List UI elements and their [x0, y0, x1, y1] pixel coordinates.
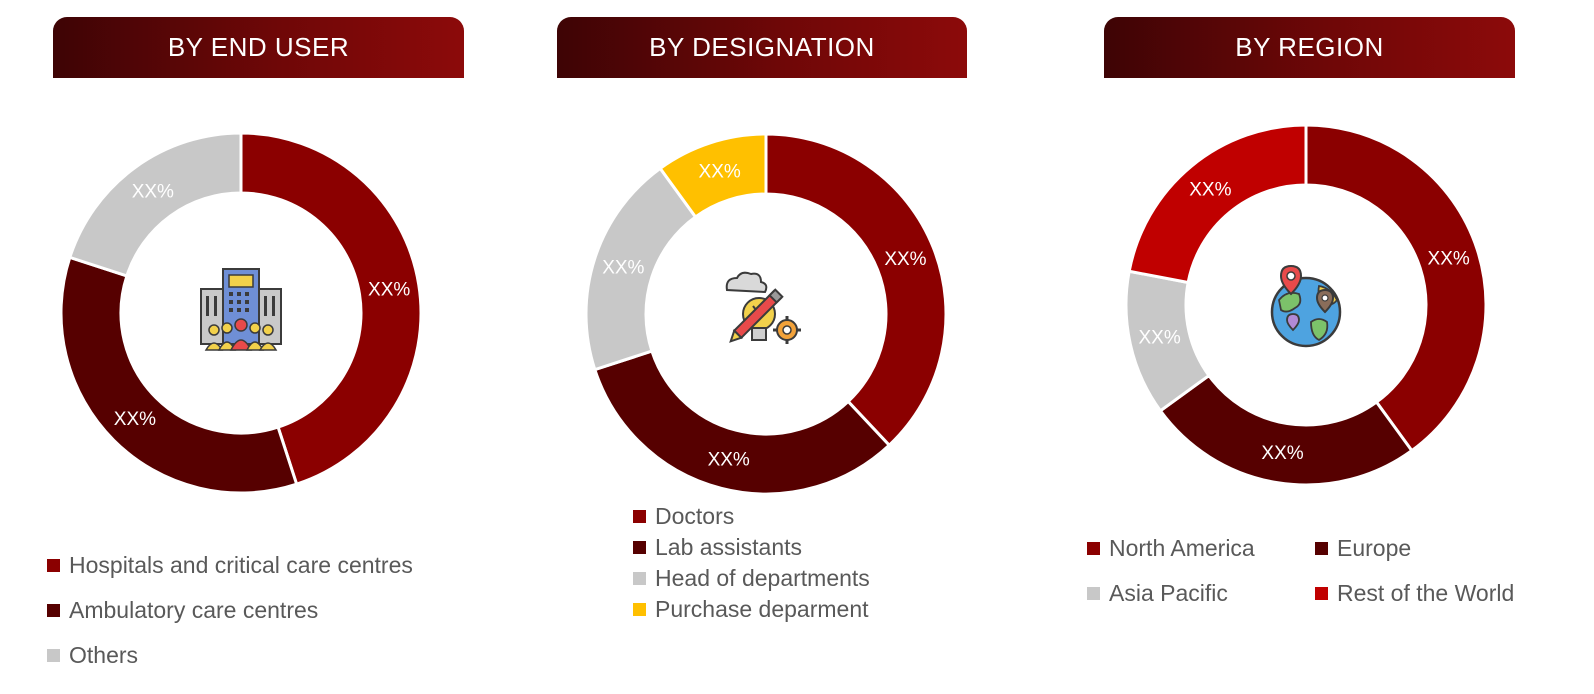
legend-label: Asia Pacific — [1109, 580, 1228, 606]
slice-value-label: XX% — [114, 409, 156, 430]
region-header: BY REGION — [1104, 17, 1515, 78]
donut-slice — [1158, 373, 1414, 487]
donut-slice — [592, 349, 892, 496]
legend-label: Purchase deparment — [655, 596, 869, 622]
region-panel: BY REGION XX% XX% XX% XX% North America Eur… — [1060, 0, 1594, 694]
donut-slice — [658, 132, 768, 220]
end-user-donut-chart: XX% XX% XX% — [59, 131, 423, 495]
legend-item: Others — [47, 642, 138, 669]
legend-swatch — [633, 572, 646, 585]
slice-value-label: XX% — [1138, 328, 1180, 349]
slice-value-label: XX% — [1189, 179, 1231, 200]
legend-swatch — [47, 649, 60, 662]
legend-label: Doctors — [655, 503, 735, 529]
end-user-header: BY END USER — [53, 17, 464, 78]
legend-label: Head of departments — [655, 565, 870, 591]
donut-slice — [239, 131, 423, 487]
legend-swatch — [1315, 587, 1328, 600]
legend-label: North America — [1109, 535, 1255, 561]
legend-swatch — [1087, 542, 1100, 555]
slice-value-label: XX% — [1428, 249, 1470, 270]
slice-value-label: XX% — [699, 161, 741, 182]
legend-item: Europe — [1315, 535, 1411, 562]
legend-swatch — [633, 603, 646, 616]
legend-swatch — [633, 541, 646, 554]
legend-item: Ambulatory care centres — [47, 597, 318, 624]
legend-item: North America — [1087, 535, 1255, 562]
legend-item: Doctors — [633, 503, 734, 530]
donut-slice — [59, 255, 299, 495]
hospital-building-people-icon — [200, 268, 282, 351]
legend-swatch — [633, 510, 646, 523]
slice-value-label: XX% — [1261, 443, 1303, 464]
slice-value-label: XX% — [884, 249, 926, 270]
legend-swatch — [47, 604, 60, 617]
donut-slice — [1127, 123, 1308, 285]
donut-slice — [764, 132, 948, 448]
legend-swatch — [47, 559, 60, 572]
idea-pencil-gear-icon — [725, 271, 801, 344]
designation-title: BY DESIGNATION — [649, 32, 875, 62]
slice-value-label: XX% — [368, 280, 410, 301]
slice-value-label: XX% — [708, 449, 750, 470]
legend-label: Europe — [1337, 535, 1412, 561]
legend-item: Rest of the World — [1315, 580, 1514, 607]
legend-item: Lab assistants — [633, 534, 802, 561]
designation-donut-chart: XX% XX% XX% XX% — [584, 132, 948, 496]
end-user-panel: BY END USER XX% XX% XX% Hospitals and crit… — [0, 0, 520, 694]
legend-item: Hospitals and critical care centres — [47, 552, 413, 579]
legend-swatch — [1087, 587, 1100, 600]
legend-label: Lab assistants — [655, 534, 803, 560]
slice-value-label: XX% — [602, 258, 644, 279]
legend-label: Ambulatory care centres — [69, 597, 319, 623]
designation-panel: BY DESIGNATION XX% XX% XX% XX% Doctors Lab … — [520, 0, 1060, 694]
legend-item: Head of departments — [633, 565, 870, 592]
region-title: BY REGION — [1235, 32, 1384, 62]
donut-slice — [1304, 123, 1488, 453]
slice-value-label: XX% — [132, 182, 174, 203]
legend-swatch — [1315, 542, 1328, 555]
donut-slice — [67, 131, 243, 278]
legend-label: Hospitals and critical care centres — [69, 552, 413, 578]
globe-location-pins-icon — [1270, 264, 1342, 348]
legend-item: Asia Pacific — [1087, 580, 1228, 607]
legend-label: Rest of the World — [1337, 580, 1515, 606]
legend-item: Purchase deparment — [633, 596, 869, 623]
region-donut-chart: XX% XX% XX% XX% — [1124, 123, 1488, 487]
designation-header: BY DESIGNATION — [557, 17, 967, 78]
end-user-title: BY END USER — [167, 32, 350, 62]
legend-label: Others — [69, 642, 139, 668]
